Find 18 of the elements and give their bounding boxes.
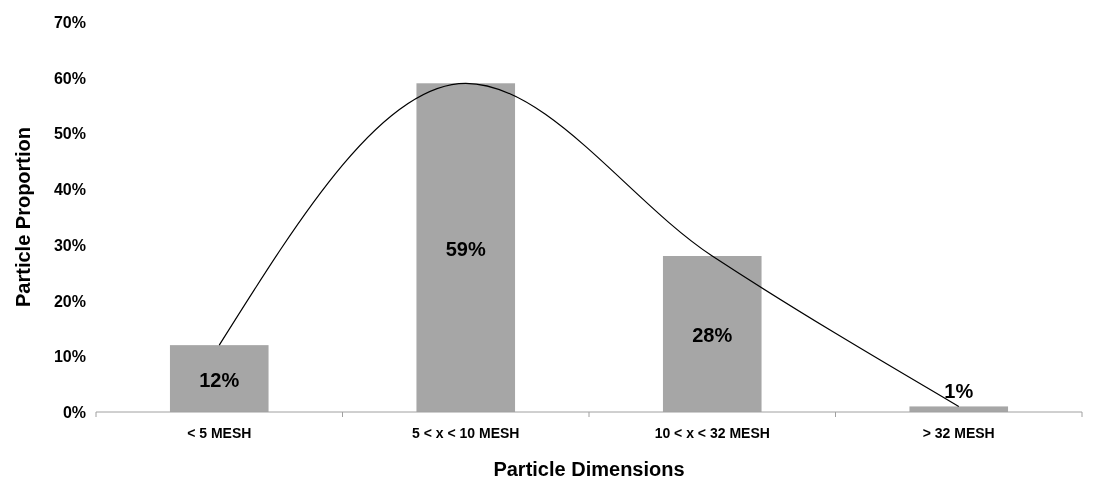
x-tick-label: < 5 MESH (187, 425, 252, 441)
y-tick-label: 60% (53, 69, 86, 87)
data-label: 12% (199, 368, 240, 391)
data-label: 59% (445, 237, 486, 260)
x-tick-label: > 32 MESH (922, 425, 995, 441)
x-tick-label: 10 < x < 32 MESH (654, 425, 770, 441)
x-axis-title: Particle Dimensions (493, 458, 685, 480)
data-label: 28% (692, 324, 733, 346)
data-label: 1% (944, 380, 974, 403)
y-tick-label: 30% (53, 236, 86, 254)
y-tick-label: 10% (53, 348, 86, 366)
y-axis-title: Particle Proportion (12, 126, 34, 308)
y-tick-label: 70% (53, 14, 86, 31)
y-tick-label: 50% (53, 125, 86, 143)
x-tick-label: 5 < x < 10 MESH (412, 425, 520, 441)
y-tick-label: 40% (53, 181, 86, 199)
y-tick-label: 0% (62, 404, 86, 421)
y-tick-label: 20% (53, 292, 86, 310)
